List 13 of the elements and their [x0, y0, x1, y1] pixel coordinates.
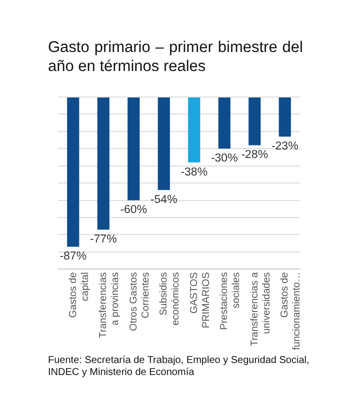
- x-tick-label: Gastos de capital: [68, 272, 91, 318]
- data-label: -54%: [150, 194, 178, 206]
- chart-title: Gasto primario – primer bimestre del año en términos reales: [48, 38, 303, 76]
- data-label: -30%: [210, 152, 238, 165]
- source-note: Fuente: Secretaría de Trabajo, Empleo y Seguridad Social, INDEC y Ministerio de Economía: [48, 355, 310, 379]
- x-tick-label: Gastos de funcionamiento…: [280, 272, 303, 350]
- data-label: -38%: [180, 166, 208, 178]
- data-label: -87%: [60, 250, 87, 263]
- data-label: -60%: [120, 204, 148, 216]
- data-label: -28%: [241, 149, 268, 162]
- data-label: -23%: [271, 140, 298, 153]
- x-tick-label: Prestaciones sociales: [219, 272, 242, 330]
- data-label: -77%: [90, 234, 117, 246]
